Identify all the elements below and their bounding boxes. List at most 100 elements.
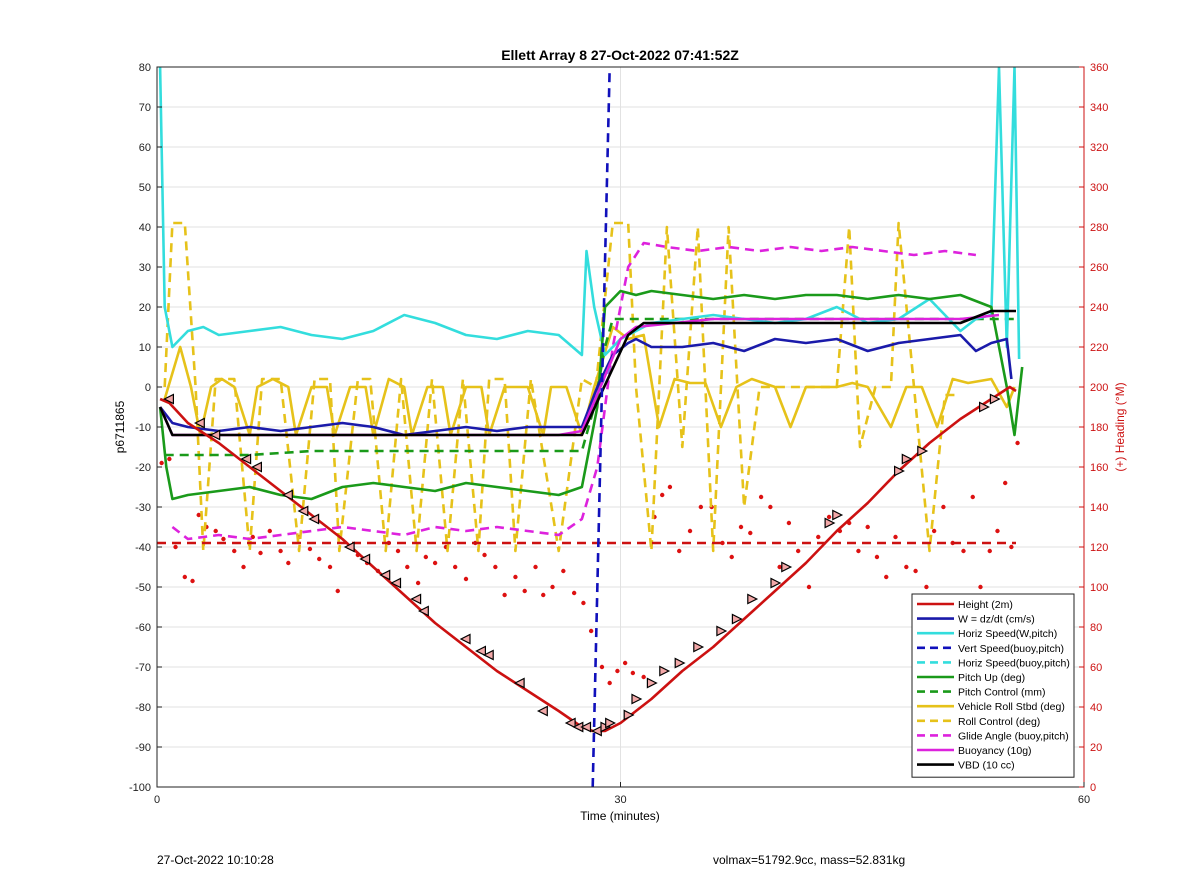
height-marker: [163, 393, 174, 405]
y2-tick-label: 160: [1090, 462, 1108, 474]
y-tick-label: -80: [135, 702, 151, 714]
height-marker: [308, 513, 320, 525]
y2-tick-label: 200: [1090, 382, 1108, 394]
y-tick-label: 50: [139, 182, 151, 194]
height-marker: [781, 561, 793, 573]
heading-point: [522, 588, 527, 594]
heading-point: [660, 492, 665, 498]
heading-point: [571, 590, 577, 596]
heading-point: [317, 556, 322, 562]
y-tick-label: -10: [135, 422, 151, 434]
heading-point: [806, 584, 812, 590]
height-marker: [580, 721, 592, 733]
height-marker: [731, 613, 743, 625]
series-layer: [157, 67, 1024, 787]
height-marker: [410, 593, 422, 605]
heading-point: [893, 534, 898, 540]
y2-tick-label: 80: [1090, 622, 1102, 634]
y2-tick-label: 280: [1090, 222, 1108, 234]
heading-point: [970, 494, 975, 500]
y2-tick-label: 260: [1090, 262, 1108, 274]
y-tick-label: -70: [135, 662, 151, 674]
y-tick-label: -60: [135, 622, 151, 634]
height-marker: [693, 641, 705, 653]
y2-tick-label: 340: [1090, 102, 1108, 114]
heading-point: [1015, 440, 1020, 446]
y-tick-label: 80: [139, 62, 151, 74]
heading-point: [729, 554, 734, 560]
legend-box: [911, 593, 1075, 778]
heading-point: [748, 530, 753, 536]
y2-tick-label: 220: [1090, 342, 1108, 354]
heading-point: [196, 512, 201, 518]
heading-point: [493, 564, 498, 570]
legend-label: Pitch Control (mm): [958, 687, 1046, 699]
heading-point: [213, 528, 218, 534]
heading-point: [335, 588, 340, 594]
y-tick-label: -40: [135, 542, 151, 554]
heading-point: [159, 460, 164, 466]
height-marker: [379, 569, 391, 581]
heading-point: [607, 680, 612, 686]
height-marker: [646, 677, 658, 689]
heading-point: [630, 670, 636, 676]
x-tick-label: 30: [614, 794, 626, 806]
legend-label: VBD (10 cc): [958, 760, 1015, 772]
y2-tick-label: 180: [1090, 422, 1108, 434]
heading-point: [550, 584, 555, 590]
height-marker: [359, 553, 371, 565]
heading-point: [884, 574, 889, 580]
height-marker: [824, 517, 836, 529]
y2-tick-label: 360: [1090, 62, 1108, 74]
legend-label: Horiz Speed(buoy,pitch): [958, 657, 1070, 669]
height-marker: [978, 401, 990, 413]
y-tick-label: -100: [129, 782, 151, 794]
heading-point: [307, 546, 313, 552]
legend: Height (2m) W = dz/dt (cm/s) Horiz Speed(W…: [911, 593, 1075, 778]
y2-tick-label: 0: [1090, 782, 1096, 794]
y2-tick-label: 300: [1090, 182, 1108, 194]
legend-label: Pitch Up (deg): [958, 672, 1025, 684]
heading-point: [463, 576, 469, 582]
legend-label: Horiz Speed(W,pitch): [958, 628, 1057, 640]
height-marker: [623, 709, 635, 721]
legend-label: Glide Angle (buoy,pitch): [958, 730, 1069, 742]
heading-point: [931, 528, 937, 534]
heading-point: [502, 592, 507, 598]
legend-label: Vehicle Roll Stbd (deg): [958, 701, 1065, 713]
x-axis-label: Time (minutes): [580, 809, 660, 823]
footer-volmax-mass: volmax=51792.9cc, mass=52.831kg: [713, 853, 906, 867]
series-horiz-speed-w-pitch: [158, 67, 1021, 360]
heading-point: [758, 494, 764, 500]
heading-point: [865, 524, 870, 530]
heading-point: [777, 564, 782, 570]
height-marker: [901, 453, 913, 465]
y2-tick-label: 120: [1090, 542, 1108, 554]
heading-point: [167, 456, 172, 462]
footer-timestamp: 27-Oct-2022 10:10:28: [157, 853, 274, 867]
y2-tick-label: 40: [1090, 702, 1102, 714]
legend-label: Height (2m): [958, 599, 1013, 611]
height-marker: [989, 393, 1001, 405]
height-marker: [631, 693, 643, 705]
heading-point: [615, 668, 620, 674]
legend-label: Buoyancy (10g): [958, 745, 1032, 757]
heading-point: [286, 560, 291, 566]
heading-point: [768, 504, 773, 510]
axes: -100-90-80-70-60-50-40-30-20-10010203040…: [129, 62, 1108, 806]
y-tick-label: -90: [135, 742, 151, 754]
y-tick-label: 60: [139, 142, 151, 154]
heading-point: [513, 574, 518, 580]
heading-point: [241, 564, 246, 570]
heading-point: [452, 564, 458, 570]
heading-point: [1009, 544, 1014, 550]
y-tick-label: -20: [135, 462, 151, 474]
y2-tick-label: 60: [1090, 662, 1102, 674]
height-marker: [893, 465, 905, 477]
heading-point: [267, 528, 272, 534]
heading-point: [278, 548, 283, 554]
series-vbd-10-cc: [158, 309, 1016, 437]
series-pitch-up-deg: [158, 289, 1024, 501]
y2-tick-label: 20: [1090, 742, 1102, 754]
